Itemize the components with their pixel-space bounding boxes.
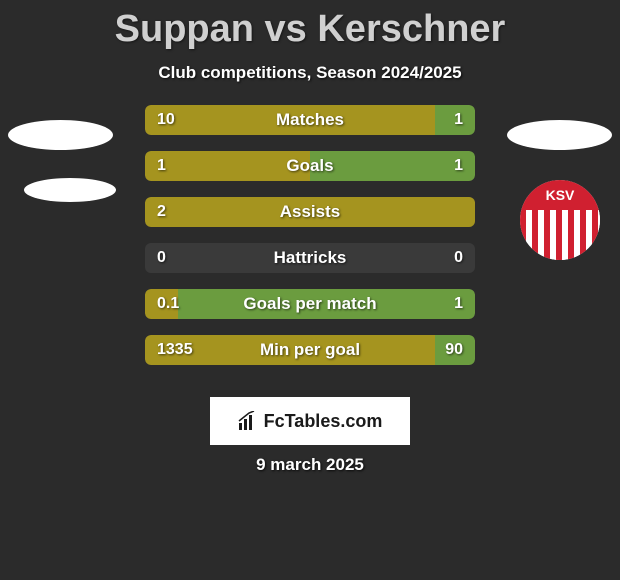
stat-label: Hattricks <box>145 243 475 273</box>
footer-logo-text: FcTables.com <box>264 411 383 432</box>
stat-row: 10Matches1 <box>145 105 475 135</box>
stat-label: Matches <box>145 105 475 135</box>
stat-row: 2Assists <box>145 197 475 227</box>
stat-value-right: 90 <box>445 335 463 365</box>
stat-label: Goals per match <box>145 289 475 319</box>
footer-date: 9 march 2025 <box>0 455 620 475</box>
stat-value-right: 1 <box>454 105 463 135</box>
footer-logo: FcTables.com <box>210 397 410 445</box>
stat-row: 0Hattricks0 <box>145 243 475 273</box>
stat-label: Goals <box>145 151 475 181</box>
stat-row: 1335Min per goal90 <box>145 335 475 365</box>
stat-label: Assists <box>145 197 475 227</box>
stat-row: 1Goals1 <box>145 151 475 181</box>
page-subtitle: Club competitions, Season 2024/2025 <box>0 63 620 83</box>
stat-value-right: 1 <box>454 151 463 181</box>
stat-label: Min per goal <box>145 335 475 365</box>
page-title: Suppan vs Kerschner <box>0 0 620 51</box>
chart-icon <box>238 411 258 431</box>
stat-value-right: 0 <box>454 243 463 273</box>
stats-chart: 10Matches11Goals12Assists0Hattricks00.1G… <box>0 105 620 381</box>
stat-row: 0.1Goals per match1 <box>145 289 475 319</box>
stat-value-right: 1 <box>454 289 463 319</box>
